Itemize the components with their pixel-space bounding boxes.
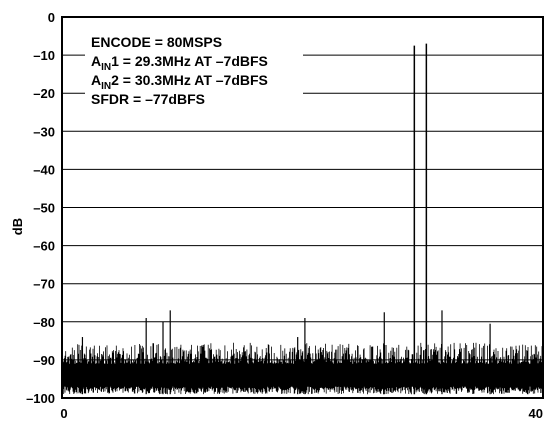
noise-trace (62, 342, 543, 395)
annotation-line: SFDR = –77dBFS (91, 91, 205, 107)
y-tick-label: –10 (33, 48, 55, 63)
y-tick-labels: 0 –10 –20 –30 –40 –50 –60 –70 –80 –90 –100 (26, 10, 55, 406)
annotation-line: AIN1 = 29.3MHz AT –7dBFS (91, 53, 268, 73)
annotation-line: AIN2 = 30.3MHz AT –7dBFS (91, 72, 268, 92)
plot-frame (61, 16, 544, 399)
y-tick-label: –30 (33, 124, 55, 139)
y-tick-label: –70 (33, 277, 55, 292)
x-tick-label: 40 (529, 406, 543, 421)
noise-floor (62, 342, 543, 395)
y-tick-label: –40 (33, 162, 55, 177)
y-axis-label: dB (10, 218, 25, 235)
y-tick-label: –90 (33, 353, 55, 368)
y-tick-label: –50 (33, 201, 55, 216)
spurs-group (81, 310, 491, 395)
y-tick-label: –100 (26, 391, 55, 406)
annotation-background (85, 30, 303, 115)
y-tick-label: 0 (48, 10, 55, 25)
y-tick-label: –80 (33, 315, 55, 330)
y-tick-label: –60 (33, 239, 55, 254)
annotation-box: ENCODE = 80MSPS AIN1 = 29.3MHz AT –7dBFSA… (85, 30, 303, 115)
x-tick-labels: 0 40 (60, 406, 543, 421)
y-tick-label: –20 (33, 86, 55, 101)
tones-group (413, 43, 428, 395)
x-tick-label: 0 (60, 406, 67, 421)
annotation-line: ENCODE = 80MSPS (91, 34, 222, 50)
